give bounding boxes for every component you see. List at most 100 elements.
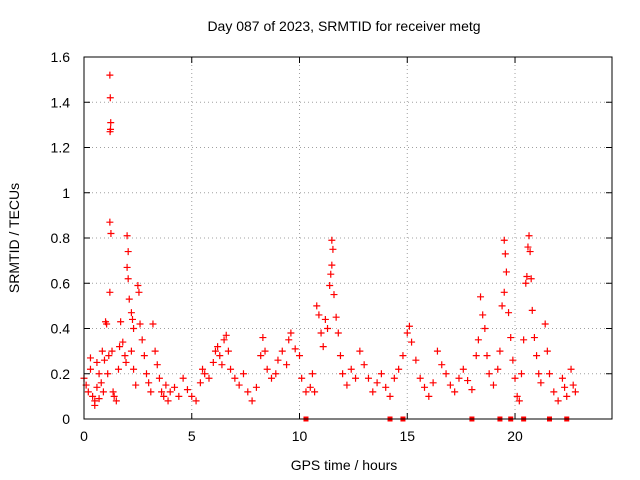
data-point	[433, 347, 441, 355]
data-point	[500, 288, 508, 296]
data-point	[175, 392, 183, 400]
data-point	[550, 388, 558, 396]
data-point	[541, 320, 549, 328]
chart-title: Day 087 of 2023, SRMTID for receiver met…	[207, 18, 480, 34]
data-point	[369, 388, 377, 396]
data-point	[263, 365, 271, 373]
data-point	[399, 352, 407, 360]
data-point	[151, 347, 159, 355]
data-point	[106, 94, 114, 102]
data-point	[119, 338, 127, 346]
x-axis-label: GPS time / hours	[291, 457, 398, 473]
data-point	[489, 381, 497, 389]
data-point	[107, 125, 115, 133]
data-point	[209, 358, 217, 366]
data-point	[272, 370, 280, 378]
data-point	[527, 275, 535, 283]
data-point	[459, 365, 467, 373]
data-point	[201, 370, 209, 378]
data-point	[106, 218, 114, 226]
data-point	[438, 361, 446, 369]
data-point	[252, 383, 260, 391]
data-point	[405, 322, 413, 330]
data-point	[145, 379, 153, 387]
data-point	[317, 329, 325, 337]
data-point	[127, 347, 135, 355]
data-point	[216, 352, 224, 360]
data-point	[278, 347, 286, 355]
data-point	[114, 365, 122, 373]
y-tick-label: 0.6	[51, 275, 71, 291]
data-point	[386, 392, 394, 400]
data-point	[313, 302, 321, 310]
data-point	[196, 379, 204, 387]
data-point	[390, 374, 398, 382]
data-point	[149, 320, 157, 328]
data-point	[327, 270, 335, 278]
data-point	[455, 374, 463, 382]
data-point	[84, 388, 92, 396]
data-point	[517, 370, 525, 378]
data-point	[356, 347, 364, 355]
data-point	[524, 243, 532, 251]
data-point	[128, 315, 136, 323]
data-point	[171, 383, 179, 391]
data-point	[481, 325, 489, 332]
data-point	[123, 232, 131, 240]
data-point	[298, 374, 306, 382]
data-point	[523, 272, 531, 280]
x-tick-label: 10	[292, 428, 308, 444]
data-point	[308, 370, 316, 378]
data-point	[479, 311, 487, 319]
data-point	[537, 379, 545, 387]
y-tick-label: 1.4	[51, 94, 71, 110]
data-point	[522, 279, 530, 287]
data-point	[468, 386, 476, 394]
data-point	[477, 293, 485, 301]
data-point	[513, 392, 521, 400]
data-point	[100, 356, 108, 364]
data-point	[285, 336, 293, 344]
data-point	[91, 401, 99, 409]
data-point	[377, 370, 385, 378]
data-point	[505, 309, 513, 317]
data-point	[107, 229, 115, 237]
data-point	[89, 392, 97, 400]
data-point	[218, 361, 226, 369]
data-point	[147, 388, 155, 396]
data-point	[339, 370, 347, 378]
data-point	[130, 365, 138, 373]
data-point	[127, 309, 135, 317]
data-point	[315, 311, 323, 319]
data-point	[153, 361, 161, 369]
data-point	[373, 379, 381, 387]
data-point	[117, 318, 125, 326]
data-point	[95, 370, 103, 378]
data-point	[429, 379, 437, 387]
data-point	[103, 320, 111, 328]
data-point	[179, 374, 187, 382]
data-point	[109, 388, 117, 396]
data-point	[442, 370, 450, 378]
y-axis-label: SRMTID / TECUs	[6, 183, 22, 293]
data-point	[569, 381, 577, 389]
data-point	[543, 347, 551, 355]
data-point	[336, 352, 344, 360]
data-point	[86, 365, 94, 373]
data-point	[558, 374, 566, 382]
data-point	[554, 397, 562, 405]
data-point	[134, 282, 142, 290]
data-point	[123, 263, 131, 271]
data-point	[183, 386, 191, 394]
data-point	[416, 374, 424, 382]
data-point	[110, 392, 118, 400]
data-point	[162, 381, 170, 389]
data-point	[496, 347, 504, 355]
data-point	[158, 388, 166, 396]
data-point	[164, 397, 172, 405]
data-point	[319, 343, 327, 351]
x-tick-label: 15	[399, 428, 415, 444]
x-tick-label: 0	[80, 428, 88, 444]
data-point	[533, 352, 541, 360]
